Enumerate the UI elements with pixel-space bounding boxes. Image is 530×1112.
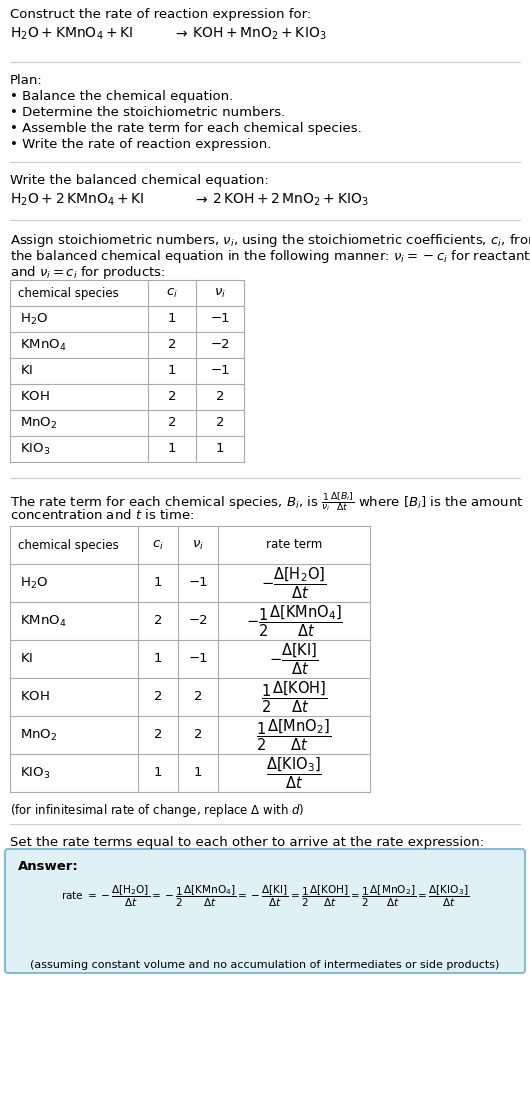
- Text: $\mathregular{MnO_2}$: $\mathregular{MnO_2}$: [20, 416, 57, 430]
- Text: $\rightarrow$: $\rightarrow$: [193, 192, 209, 206]
- Text: $\mathregular{KOH}$: $\mathregular{KOH}$: [20, 691, 50, 704]
- Text: $\mathregular{KI}$: $\mathregular{KI}$: [20, 365, 33, 377]
- Text: $\nu_i$: $\nu_i$: [192, 538, 204, 552]
- Text: $-\dfrac{\Delta[\mathrm{KI}]}{\Delta t}$: $-\dfrac{\Delta[\mathrm{KI}]}{\Delta t}$: [269, 642, 319, 677]
- Text: 2: 2: [154, 615, 162, 627]
- Text: (assuming constant volume and no accumulation of intermediates or side products): (assuming constant volume and no accumul…: [30, 960, 500, 970]
- Text: $\mathrm{2\, KOH + 2\, MnO_2 + KIO_3}$: $\mathrm{2\, KOH + 2\, MnO_2 + KIO_3}$: [212, 192, 369, 208]
- Text: $\mathrm{KOH + MnO_2 + KIO_3}$: $\mathrm{KOH + MnO_2 + KIO_3}$: [192, 26, 326, 42]
- Text: −1: −1: [188, 653, 208, 665]
- Text: Plan:: Plan:: [10, 75, 43, 87]
- FancyBboxPatch shape: [5, 848, 525, 973]
- Text: Write the balanced chemical equation:: Write the balanced chemical equation:: [10, 173, 269, 187]
- Text: (for infinitesimal rate of change, replace Δ with $d$): (for infinitesimal rate of change, repla…: [10, 802, 304, 820]
- Text: $\nu_i$: $\nu_i$: [214, 287, 226, 299]
- Text: 1: 1: [194, 766, 202, 780]
- Text: $\rightarrow$: $\rightarrow$: [173, 26, 189, 40]
- Text: −1: −1: [188, 576, 208, 589]
- Text: rate term: rate term: [266, 538, 322, 552]
- Text: 2: 2: [216, 417, 224, 429]
- Text: 2: 2: [154, 691, 162, 704]
- Text: 2: 2: [216, 390, 224, 404]
- Text: −2: −2: [210, 338, 230, 351]
- Text: $\dfrac{\Delta[\mathrm{KIO_3}]}{\Delta t}$: $\dfrac{\Delta[\mathrm{KIO_3}]}{\Delta t…: [266, 755, 322, 791]
- Text: and $\nu_i = c_i$ for products:: and $\nu_i = c_i$ for products:: [10, 264, 165, 281]
- Text: Assign stoichiometric numbers, $\nu_i$, using the stoichiometric coefficients, $: Assign stoichiometric numbers, $\nu_i$, …: [10, 232, 530, 249]
- Text: $\mathregular{KI}$: $\mathregular{KI}$: [20, 653, 33, 665]
- Text: • Determine the stoichiometric numbers.: • Determine the stoichiometric numbers.: [10, 106, 285, 119]
- Text: $\mathrm{H_2O + 2\, KMnO_4 + KI}$: $\mathrm{H_2O + 2\, KMnO_4 + KI}$: [10, 192, 145, 208]
- Text: 2: 2: [168, 417, 176, 429]
- Text: $\mathregular{KMnO_4}$: $\mathregular{KMnO_4}$: [20, 614, 66, 628]
- Text: concentration and $t$ is time:: concentration and $t$ is time:: [10, 508, 194, 522]
- Text: chemical species: chemical species: [18, 287, 119, 299]
- Text: • Write the rate of reaction expression.: • Write the rate of reaction expression.: [10, 138, 271, 151]
- Text: $\dfrac{1}{2}\dfrac{\Delta[\mathrm{KOH}]}{\Delta t}$: $\dfrac{1}{2}\dfrac{\Delta[\mathrm{KOH}]…: [261, 679, 328, 715]
- Text: $\mathregular{H_2O}$: $\mathregular{H_2O}$: [20, 311, 48, 327]
- Text: 1: 1: [216, 443, 224, 456]
- Text: $\mathregular{MnO_2}$: $\mathregular{MnO_2}$: [20, 727, 57, 743]
- Text: Set the rate terms equal to each other to arrive at the rate expression:: Set the rate terms equal to each other t…: [10, 836, 484, 848]
- Text: the balanced chemical equation in the following manner: $\nu_i = -c_i$ for react: the balanced chemical equation in the fo…: [10, 248, 530, 265]
- Text: 2: 2: [154, 728, 162, 742]
- Text: $\dfrac{1}{2}\dfrac{\Delta[\mathrm{MnO_2}]}{\Delta t}$: $\dfrac{1}{2}\dfrac{\Delta[\mathrm{MnO_2…: [257, 717, 332, 753]
- Text: 1: 1: [154, 766, 162, 780]
- Text: • Assemble the rate term for each chemical species.: • Assemble the rate term for each chemic…: [10, 122, 362, 135]
- Text: 1: 1: [168, 365, 176, 377]
- Text: 2: 2: [168, 390, 176, 404]
- Text: $\mathregular{KMnO_4}$: $\mathregular{KMnO_4}$: [20, 337, 66, 353]
- Text: $-\dfrac{1}{2}\dfrac{\Delta[\mathrm{KMnO_4}]}{\Delta t}$: $-\dfrac{1}{2}\dfrac{\Delta[\mathrm{KMnO…: [245, 603, 342, 638]
- Text: $\mathregular{KOH}$: $\mathregular{KOH}$: [20, 390, 50, 404]
- Text: $c_i$: $c_i$: [152, 538, 164, 552]
- Text: 2: 2: [194, 691, 202, 704]
- Text: −2: −2: [188, 615, 208, 627]
- Text: $\mathregular{H_2O}$: $\mathregular{H_2O}$: [20, 575, 48, 590]
- Text: chemical species: chemical species: [18, 538, 119, 552]
- Text: Construct the rate of reaction expression for:: Construct the rate of reaction expressio…: [10, 8, 311, 21]
- Text: 2: 2: [168, 338, 176, 351]
- Text: 2: 2: [194, 728, 202, 742]
- Text: $-\dfrac{\Delta[\mathrm{H_2O}]}{\Delta t}$: $-\dfrac{\Delta[\mathrm{H_2O}]}{\Delta t…: [261, 565, 326, 600]
- Text: • Balance the chemical equation.: • Balance the chemical equation.: [10, 90, 233, 103]
- Text: $\mathregular{KIO_3}$: $\mathregular{KIO_3}$: [20, 765, 50, 781]
- Text: rate $= -\dfrac{\Delta[\mathrm{H_2O}]}{\Delta t} = -\dfrac{1}{2}\dfrac{\Delta[\m: rate $= -\dfrac{\Delta[\mathrm{H_2O}]}{\…: [61, 884, 469, 910]
- Text: 1: 1: [168, 312, 176, 326]
- Text: Answer:: Answer:: [18, 860, 79, 873]
- Text: The rate term for each chemical species, $B_i$, is $\frac{1}{\nu_i}\frac{\Delta[: The rate term for each chemical species,…: [10, 490, 524, 513]
- Text: −1: −1: [210, 312, 230, 326]
- Text: $c_i$: $c_i$: [166, 287, 178, 299]
- Text: 1: 1: [154, 653, 162, 665]
- Text: −1: −1: [210, 365, 230, 377]
- Text: $\mathrm{H_2O + KMnO_4 + KI}$: $\mathrm{H_2O + KMnO_4 + KI}$: [10, 26, 134, 42]
- Text: 1: 1: [168, 443, 176, 456]
- Text: 1: 1: [154, 576, 162, 589]
- Text: $\mathregular{KIO_3}$: $\mathregular{KIO_3}$: [20, 441, 50, 457]
